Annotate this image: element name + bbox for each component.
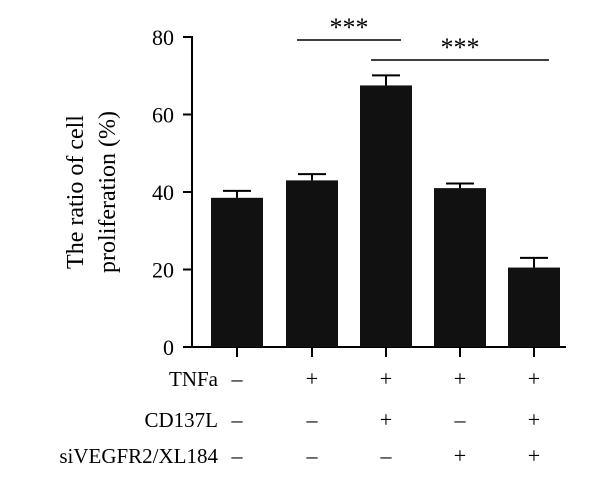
condition-row-label: CD137L (145, 408, 219, 432)
significance-label: *** (441, 33, 480, 62)
condition-plus: + (528, 366, 540, 391)
bar (508, 267, 560, 347)
condition-plus: + (528, 443, 540, 468)
condition-plus: + (454, 443, 466, 468)
condition-minus: – (454, 407, 467, 432)
error-bars (223, 74, 548, 268)
condition-minus: – (380, 443, 393, 468)
y-tick-label: 80 (152, 25, 174, 50)
bar (360, 85, 412, 347)
condition-plus: + (306, 366, 318, 391)
y-tick-label: 0 (163, 335, 174, 360)
condition-minus: – (231, 407, 244, 432)
y-axis-label-line: The ratio of cell (63, 115, 89, 269)
condition-minus: – (306, 443, 319, 468)
condition-plus: + (380, 407, 392, 432)
y-axis-label-line: proliferation (%) (95, 111, 121, 273)
condition-table: TNFa – + + + +CD137L – – + – +siVEGFR2/XL184– – – + + (59, 366, 540, 468)
condition-minus: – (231, 366, 244, 391)
condition-row-label: siVEGFR2/XL184 (59, 444, 218, 468)
condition-minus: – (306, 407, 319, 432)
condition-minus: – (231, 443, 244, 468)
y-tick-label: 60 (152, 103, 174, 128)
y-axis-label: The ratio of cell proliferation (%) (63, 111, 121, 273)
condition-plus: + (380, 366, 392, 391)
condition-row-label: TNFa (169, 367, 219, 391)
condition-plus: + (528, 407, 540, 432)
y-axis: 0 20 40 60 80 (152, 25, 193, 360)
significance-annotations: *** *** (297, 13, 549, 62)
bar (211, 197, 263, 347)
y-tick-label: 40 (152, 180, 174, 205)
significance-label: *** (330, 13, 369, 42)
x-axis (191, 346, 566, 357)
bars (211, 85, 560, 347)
y-tick-label: 20 (152, 258, 174, 283)
condition-plus: + (454, 366, 466, 391)
bar (434, 188, 486, 347)
bar (286, 180, 338, 347)
